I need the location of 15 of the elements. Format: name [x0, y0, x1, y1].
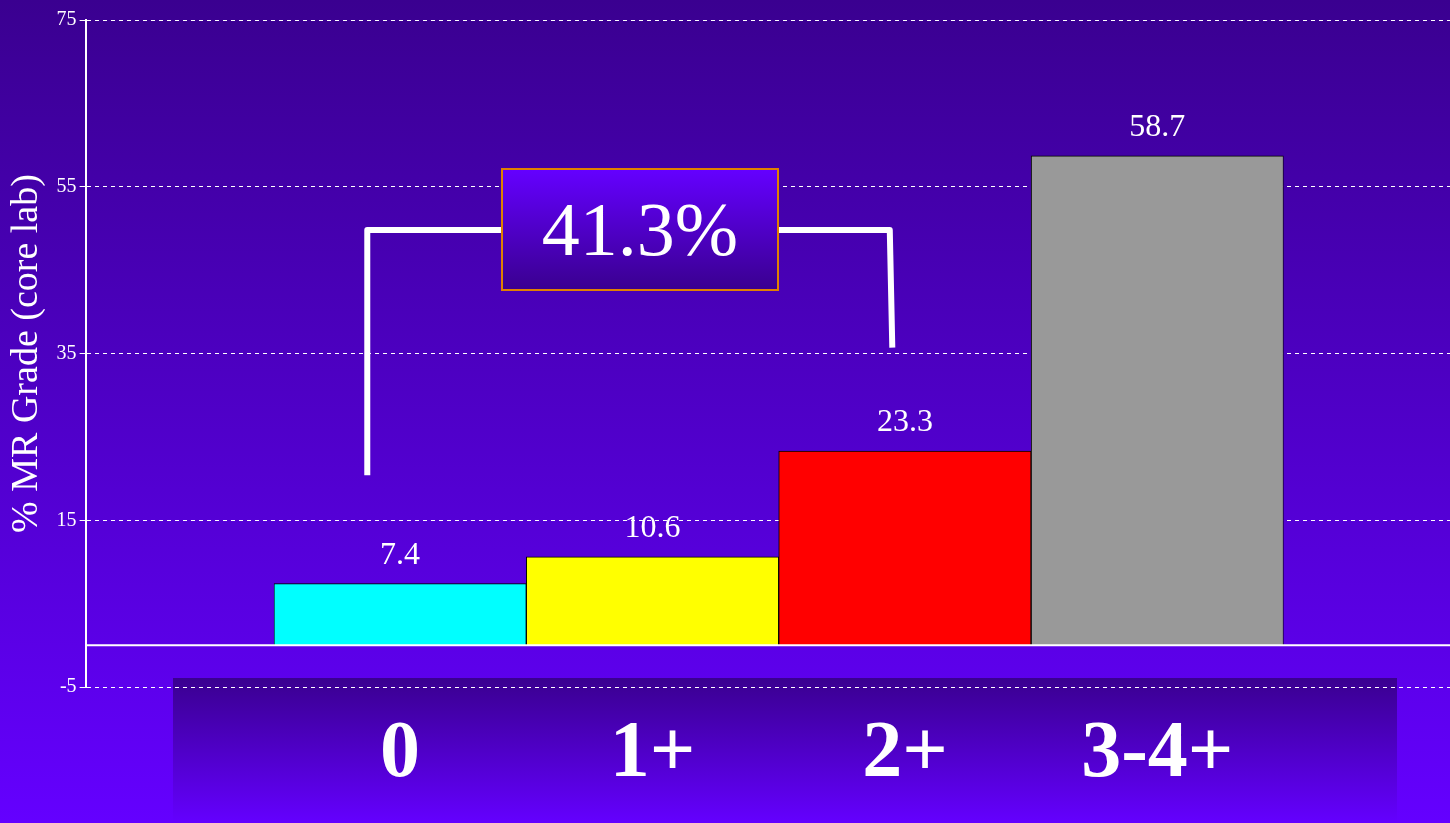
- y-tick-label: 55: [56, 174, 77, 196]
- data-label: 58.7: [1129, 107, 1186, 144]
- x-tick-label: 1+: [609, 704, 696, 793]
- x-tick-label: 3-4+: [1081, 704, 1234, 793]
- x-tick-label: 2+: [862, 704, 948, 793]
- y-tick-label: 15: [56, 507, 77, 530]
- y-tick-label: -5: [59, 674, 77, 697]
- data-label: 7.4: [380, 535, 421, 572]
- y-tick-label: 35: [56, 340, 77, 363]
- x-tick-label: 0: [380, 704, 421, 793]
- y-tick-label: 75: [56, 7, 77, 30]
- data-label: 23.3: [876, 402, 933, 439]
- data-label: 10.6: [624, 508, 681, 545]
- y-axis-title: % MR Grade (core lab): [2, 174, 46, 533]
- annotation: 41.3%: [501, 168, 779, 292]
